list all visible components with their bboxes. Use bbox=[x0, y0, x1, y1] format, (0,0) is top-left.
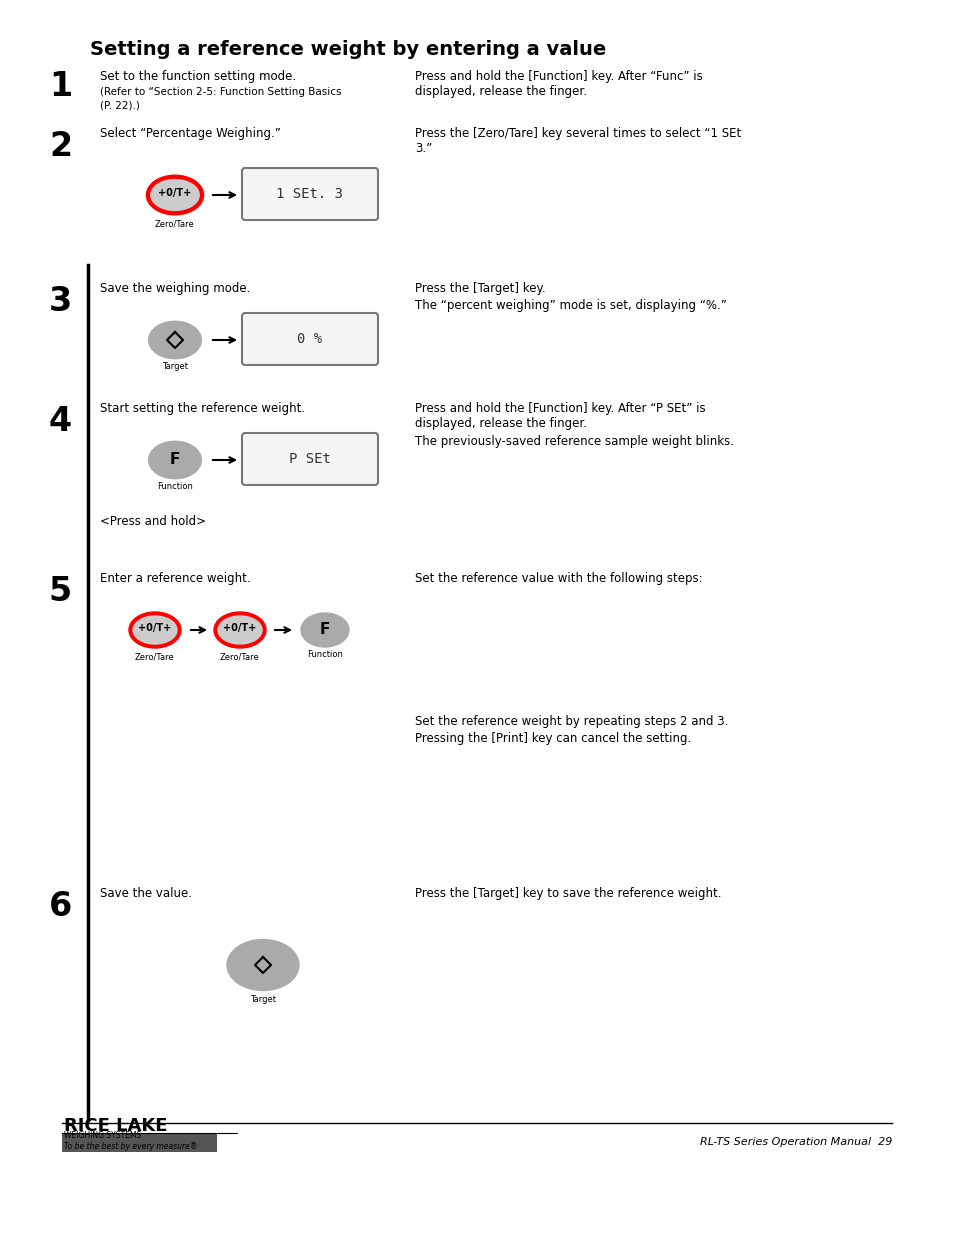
Ellipse shape bbox=[149, 321, 201, 358]
Text: Setting a reference weight by entering a value: Setting a reference weight by entering a… bbox=[90, 40, 605, 59]
Ellipse shape bbox=[301, 613, 349, 647]
Text: displayed, release the finger.: displayed, release the finger. bbox=[415, 417, 586, 430]
FancyBboxPatch shape bbox=[242, 312, 377, 366]
Text: Target: Target bbox=[162, 362, 188, 370]
FancyBboxPatch shape bbox=[242, 433, 377, 485]
Text: Function: Function bbox=[307, 650, 342, 659]
Text: Press and hold the [Function] key. After “P SEt” is: Press and hold the [Function] key. After… bbox=[415, 403, 705, 415]
Text: Target: Target bbox=[250, 995, 275, 1004]
Text: Start setting the reference weight.: Start setting the reference weight. bbox=[100, 403, 305, 415]
Text: <Press and hold>: <Press and hold> bbox=[100, 515, 206, 529]
Text: +0/T+: +0/T+ bbox=[158, 188, 192, 198]
Text: The “percent weighing” mode is set, displaying “%.”: The “percent weighing” mode is set, disp… bbox=[415, 299, 726, 312]
Text: Function: Function bbox=[157, 482, 193, 492]
Ellipse shape bbox=[149, 441, 201, 479]
Text: Zero/Tare: Zero/Tare bbox=[220, 652, 259, 661]
Text: (P. 22).): (P. 22).) bbox=[100, 100, 140, 110]
Text: Press the [Zero/Tare] key several times to select “1 SEt: Press the [Zero/Tare] key several times … bbox=[415, 127, 740, 140]
Text: Pressing the [Print] key can cancel the setting.: Pressing the [Print] key can cancel the … bbox=[415, 732, 691, 745]
Ellipse shape bbox=[227, 940, 298, 990]
FancyBboxPatch shape bbox=[242, 168, 377, 220]
Ellipse shape bbox=[218, 616, 262, 643]
Text: RL-TS Series Operation Manual  29: RL-TS Series Operation Manual 29 bbox=[699, 1137, 891, 1147]
Text: The previously-saved reference sample weight blinks.: The previously-saved reference sample we… bbox=[415, 435, 733, 448]
Text: 2: 2 bbox=[49, 130, 71, 163]
Text: F: F bbox=[319, 621, 330, 636]
Text: Set the reference weight by repeating steps 2 and 3.: Set the reference weight by repeating st… bbox=[415, 715, 727, 727]
Ellipse shape bbox=[132, 616, 177, 643]
FancyBboxPatch shape bbox=[62, 1134, 216, 1152]
Text: Press the [Target] key.: Press the [Target] key. bbox=[415, 282, 545, 295]
Text: +0/T+: +0/T+ bbox=[138, 622, 172, 634]
Text: 0 %: 0 % bbox=[297, 332, 322, 346]
Text: Set the reference value with the following steps:: Set the reference value with the followi… bbox=[415, 572, 702, 585]
Text: 3: 3 bbox=[49, 285, 71, 317]
Text: (Refer to “Section 2-5: Function Setting Basics: (Refer to “Section 2-5: Function Setting… bbox=[100, 86, 341, 98]
Text: Zero/Tare: Zero/Tare bbox=[135, 652, 174, 661]
Text: 6: 6 bbox=[49, 890, 71, 923]
Text: Press the [Target] key to save the reference weight.: Press the [Target] key to save the refer… bbox=[415, 887, 720, 900]
Text: 1 SEt. 3: 1 SEt. 3 bbox=[276, 186, 343, 201]
Text: Press and hold the [Function] key. After “Func” is: Press and hold the [Function] key. After… bbox=[415, 70, 702, 83]
Text: To be the best by every measure®: To be the best by every measure® bbox=[64, 1142, 197, 1151]
Ellipse shape bbox=[146, 175, 203, 215]
Ellipse shape bbox=[213, 613, 266, 648]
Text: 5: 5 bbox=[49, 576, 71, 608]
Text: +0/T+: +0/T+ bbox=[223, 622, 256, 634]
Text: Save the value.: Save the value. bbox=[100, 887, 192, 900]
Text: WEIGHING SYSTEMS: WEIGHING SYSTEMS bbox=[64, 1131, 141, 1140]
Text: displayed, release the finger.: displayed, release the finger. bbox=[415, 85, 586, 98]
Text: Set to the function setting mode.: Set to the function setting mode. bbox=[100, 70, 295, 83]
Ellipse shape bbox=[151, 179, 199, 210]
Text: RICE LAKE: RICE LAKE bbox=[64, 1116, 168, 1135]
Text: Save the weighing mode.: Save the weighing mode. bbox=[100, 282, 250, 295]
Text: P SEt: P SEt bbox=[289, 452, 331, 466]
Text: F: F bbox=[170, 452, 180, 467]
Text: Zero/Tare: Zero/Tare bbox=[155, 219, 194, 228]
Text: 1: 1 bbox=[49, 70, 71, 103]
Text: Enter a reference weight.: Enter a reference weight. bbox=[100, 572, 251, 585]
Text: Select “Percentage Weighing.”: Select “Percentage Weighing.” bbox=[100, 127, 280, 140]
Text: 3.”: 3.” bbox=[415, 142, 432, 156]
Text: 4: 4 bbox=[49, 405, 71, 438]
Ellipse shape bbox=[129, 613, 181, 648]
